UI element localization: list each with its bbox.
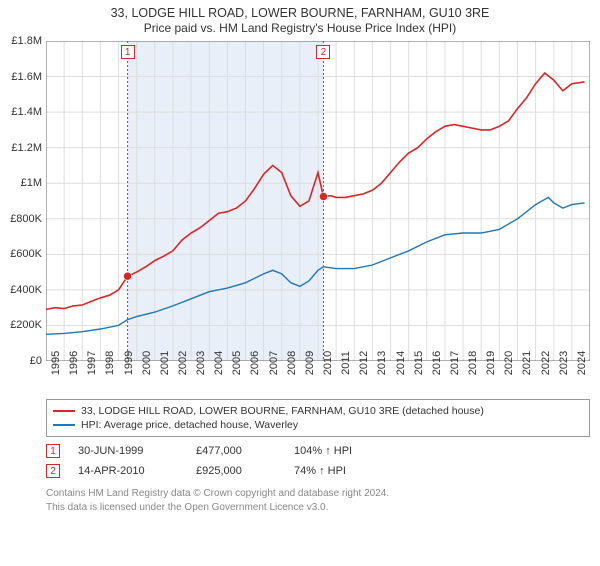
x-tick-label: 2021 bbox=[521, 351, 533, 375]
sales-table: 1 30-JUN-1999 £477,000 104% ↑ HPI 2 14-APR-20… bbox=[46, 441, 590, 481]
y-tick-label: £1.2M bbox=[11, 142, 46, 154]
x-tick-label: 2011 bbox=[340, 351, 352, 375]
chart-svg bbox=[46, 41, 590, 361]
legend-swatch bbox=[53, 410, 75, 412]
y-tick-label: £0 bbox=[30, 355, 46, 367]
legend-item: 33, LODGE HILL ROAD, LOWER BOURNE, FARNH… bbox=[53, 404, 583, 418]
y-tick-label: £800K bbox=[10, 213, 46, 225]
x-tick-label: 1996 bbox=[68, 351, 80, 375]
x-tick-label: 2022 bbox=[540, 351, 552, 375]
y-tick-label: £600K bbox=[10, 248, 46, 260]
x-tick-label: 2019 bbox=[485, 351, 497, 375]
y-tick-label: £1.6M bbox=[11, 71, 46, 83]
legend-label: HPI: Average price, detached house, Wave… bbox=[81, 419, 298, 431]
x-tick-label: 2016 bbox=[431, 351, 443, 375]
x-tick-label: 2008 bbox=[286, 351, 298, 375]
x-tick-label: 1997 bbox=[86, 351, 98, 375]
x-tick-label: 2000 bbox=[141, 351, 153, 375]
sale-row-marker: 1 bbox=[46, 444, 60, 458]
x-tick-label: 2006 bbox=[249, 351, 261, 375]
x-tick-label: 2005 bbox=[231, 351, 243, 375]
y-tick-label: £1.8M bbox=[11, 35, 46, 47]
x-tick-label: 1995 bbox=[50, 351, 62, 375]
x-tick-label: 2014 bbox=[395, 351, 407, 375]
x-tick-label: 2007 bbox=[268, 351, 280, 375]
x-tick-label: 1998 bbox=[104, 351, 116, 375]
x-tick-label: 2023 bbox=[558, 351, 570, 375]
footer-line1: Contains HM Land Registry data © Crown c… bbox=[46, 487, 590, 501]
legend-swatch bbox=[53, 424, 75, 426]
sale-pct: 74% ↑ HPI bbox=[294, 465, 590, 477]
chart-subtitle: Price paid vs. HM Land Registry's House … bbox=[0, 21, 600, 35]
x-axis-labels: 1995199619971998199920002001200220032004… bbox=[46, 361, 590, 395]
sale-row: 1 30-JUN-1999 £477,000 104% ↑ HPI bbox=[46, 441, 590, 461]
sale-row: 2 14-APR-2010 £925,000 74% ↑ HPI bbox=[46, 461, 590, 481]
x-tick-label: 2015 bbox=[413, 351, 425, 375]
x-tick-label: 2009 bbox=[304, 351, 316, 375]
x-tick-label: 2003 bbox=[195, 351, 207, 375]
footer-line2: This data is licensed under the Open Gov… bbox=[46, 501, 590, 515]
x-tick-label: 1999 bbox=[123, 351, 135, 375]
x-tick-label: 2004 bbox=[213, 351, 225, 375]
legend: 33, LODGE HILL ROAD, LOWER BOURNE, FARNH… bbox=[46, 399, 590, 437]
sale-date: 30-JUN-1999 bbox=[78, 445, 178, 457]
chart-area: £0£200K£400K£600K£800K£1M£1.2M£1.4M£1.6M… bbox=[46, 41, 590, 361]
legend-item: HPI: Average price, detached house, Wave… bbox=[53, 418, 583, 432]
sale-row-marker: 2 bbox=[46, 464, 60, 478]
sale-date: 14-APR-2010 bbox=[78, 465, 178, 477]
x-tick-label: 2012 bbox=[358, 351, 370, 375]
sale-pct: 104% ↑ HPI bbox=[294, 445, 590, 457]
y-tick-label: £200K bbox=[10, 319, 46, 331]
x-tick-label: 2002 bbox=[177, 351, 189, 375]
y-tick-label: £1.4M bbox=[11, 106, 46, 118]
sale-price: £477,000 bbox=[196, 445, 276, 457]
x-tick-label: 2020 bbox=[503, 351, 515, 375]
sale-marker-box: 1 bbox=[121, 45, 135, 59]
x-tick-label: 2024 bbox=[576, 351, 588, 375]
x-tick-label: 2001 bbox=[159, 351, 171, 375]
x-tick-label: 2018 bbox=[467, 351, 479, 375]
y-tick-label: £1M bbox=[21, 177, 46, 189]
legend-label: 33, LODGE HILL ROAD, LOWER BOURNE, FARNH… bbox=[81, 405, 484, 417]
sale-price: £925,000 bbox=[196, 465, 276, 477]
chart-title: 33, LODGE HILL ROAD, LOWER BOURNE, FARNH… bbox=[0, 6, 600, 20]
x-tick-label: 2017 bbox=[449, 351, 461, 375]
x-tick-label: 2010 bbox=[322, 351, 334, 375]
footer: Contains HM Land Registry data © Crown c… bbox=[46, 487, 590, 514]
y-tick-label: £400K bbox=[10, 284, 46, 296]
sale-marker-box: 2 bbox=[316, 45, 330, 59]
x-tick-label: 2013 bbox=[376, 351, 388, 375]
